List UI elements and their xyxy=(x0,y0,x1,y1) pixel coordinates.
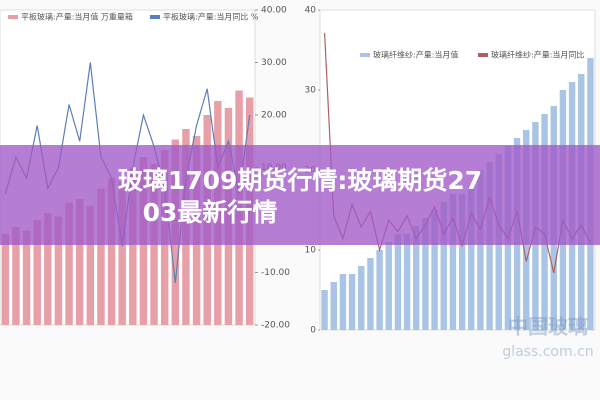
bar xyxy=(403,234,411,330)
bar xyxy=(330,282,337,330)
bar xyxy=(394,234,402,330)
legend-label: 平板玻璃:产量:当月值 万重量箱 xyxy=(21,12,133,22)
bar xyxy=(75,199,84,325)
y2-tick-label: 20.00 xyxy=(261,111,287,121)
y2-tick-label: 30.00 xyxy=(261,58,287,68)
bar xyxy=(413,226,420,330)
bar xyxy=(33,220,41,325)
legend-swatch xyxy=(478,53,488,57)
y-tick-label: 30 xyxy=(305,86,317,96)
bar xyxy=(367,258,374,330)
legend-swatch xyxy=(150,15,160,19)
banner-line: 玻璃1709期货行情:玻璃期货27 xyxy=(118,166,482,195)
bar xyxy=(65,202,73,325)
bar xyxy=(422,218,429,330)
banner-title: 玻璃1709期货行情:玻璃期货27 03最新行情 xyxy=(118,166,482,227)
bar xyxy=(339,274,347,330)
banner-band xyxy=(0,145,600,245)
watermark-sub: glass.com.cn xyxy=(502,344,593,360)
bar xyxy=(440,202,447,330)
bar xyxy=(321,290,328,330)
y-tick-label: 0 xyxy=(310,326,316,336)
y2-tick-label: -10.00 xyxy=(261,268,290,278)
banner-line: 03最新行情 xyxy=(143,198,278,227)
bar xyxy=(54,216,63,325)
bar xyxy=(97,188,105,325)
bar xyxy=(1,234,10,325)
bar xyxy=(449,194,457,330)
legend-label: 玻璃纤维纱:产量:当月同比 xyxy=(491,50,584,60)
bar xyxy=(358,266,365,330)
y2-tick-label: 40.00 xyxy=(261,6,287,16)
y-tick-label: 10 xyxy=(305,246,317,256)
y2-tick-label: -20.00 xyxy=(261,321,290,331)
bar xyxy=(118,181,126,325)
bar xyxy=(458,194,466,330)
bar xyxy=(22,230,31,325)
bar xyxy=(44,213,52,325)
watermark: 中国玻璃 xyxy=(508,315,588,339)
legend-label: 平板玻璃:产量:当月同比 % xyxy=(163,12,259,22)
bar xyxy=(86,206,95,325)
bar xyxy=(477,170,484,330)
bar xyxy=(12,227,20,325)
legend-swatch xyxy=(360,53,370,57)
bar xyxy=(348,274,356,330)
bar xyxy=(107,178,116,325)
bar xyxy=(385,242,392,330)
bar xyxy=(129,167,137,325)
bar xyxy=(431,210,438,330)
legend-label: 玻璃纤维纱:产量:当月值 xyxy=(373,50,458,60)
bar xyxy=(376,250,383,330)
bar xyxy=(486,162,493,330)
bar xyxy=(468,186,475,330)
y-tick-label: 40 xyxy=(305,6,317,16)
legend-swatch xyxy=(8,15,18,19)
